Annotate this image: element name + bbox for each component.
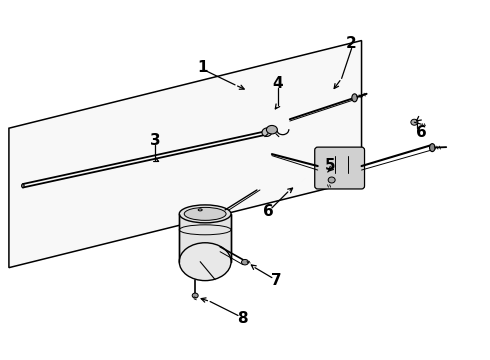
- Ellipse shape: [267, 126, 277, 134]
- Text: 3: 3: [150, 132, 161, 148]
- Text: 6: 6: [263, 204, 273, 219]
- Text: 1: 1: [197, 60, 207, 75]
- FancyBboxPatch shape: [315, 147, 365, 189]
- Text: 4: 4: [272, 76, 283, 91]
- Text: 6: 6: [416, 125, 427, 140]
- Text: 7: 7: [270, 273, 281, 288]
- Ellipse shape: [352, 94, 357, 102]
- Ellipse shape: [192, 293, 198, 298]
- Polygon shape: [179, 214, 231, 262]
- Text: 8: 8: [237, 311, 247, 326]
- Text: 5: 5: [324, 158, 335, 172]
- Ellipse shape: [179, 243, 231, 280]
- Polygon shape: [9, 41, 362, 268]
- Ellipse shape: [242, 260, 248, 265]
- Ellipse shape: [22, 184, 24, 188]
- Ellipse shape: [430, 144, 435, 152]
- Ellipse shape: [411, 119, 418, 125]
- Text: 2: 2: [346, 36, 357, 51]
- Ellipse shape: [328, 177, 335, 183]
- Ellipse shape: [262, 128, 272, 136]
- Ellipse shape: [179, 205, 231, 223]
- Ellipse shape: [184, 207, 226, 220]
